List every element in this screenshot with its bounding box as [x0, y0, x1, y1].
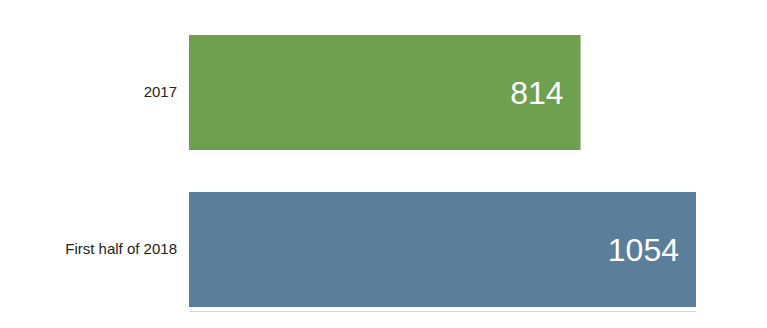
value-axis [190, 311, 697, 312]
category-label: First half of 2018 [65, 240, 177, 257]
axis-line [190, 311, 697, 312]
chart: 2017 First half of 2018 814 1054 [0, 0, 767, 328]
data-label: 814 [510, 75, 563, 111]
chart-container: 2017 First half of 2018 814 1054 [0, 0, 767, 328]
bar [189, 192, 696, 307]
data-label: 1054 [608, 232, 679, 268]
bar [189, 35, 581, 150]
bars [189, 35, 696, 307]
tick: First half of 2018 [65, 240, 189, 257]
tick: 2017 [144, 83, 189, 100]
category-label: 2017 [144, 83, 177, 100]
category-axis: 2017 First half of 2018 [65, 83, 189, 257]
data-labels: 814 1054 [510, 75, 679, 268]
